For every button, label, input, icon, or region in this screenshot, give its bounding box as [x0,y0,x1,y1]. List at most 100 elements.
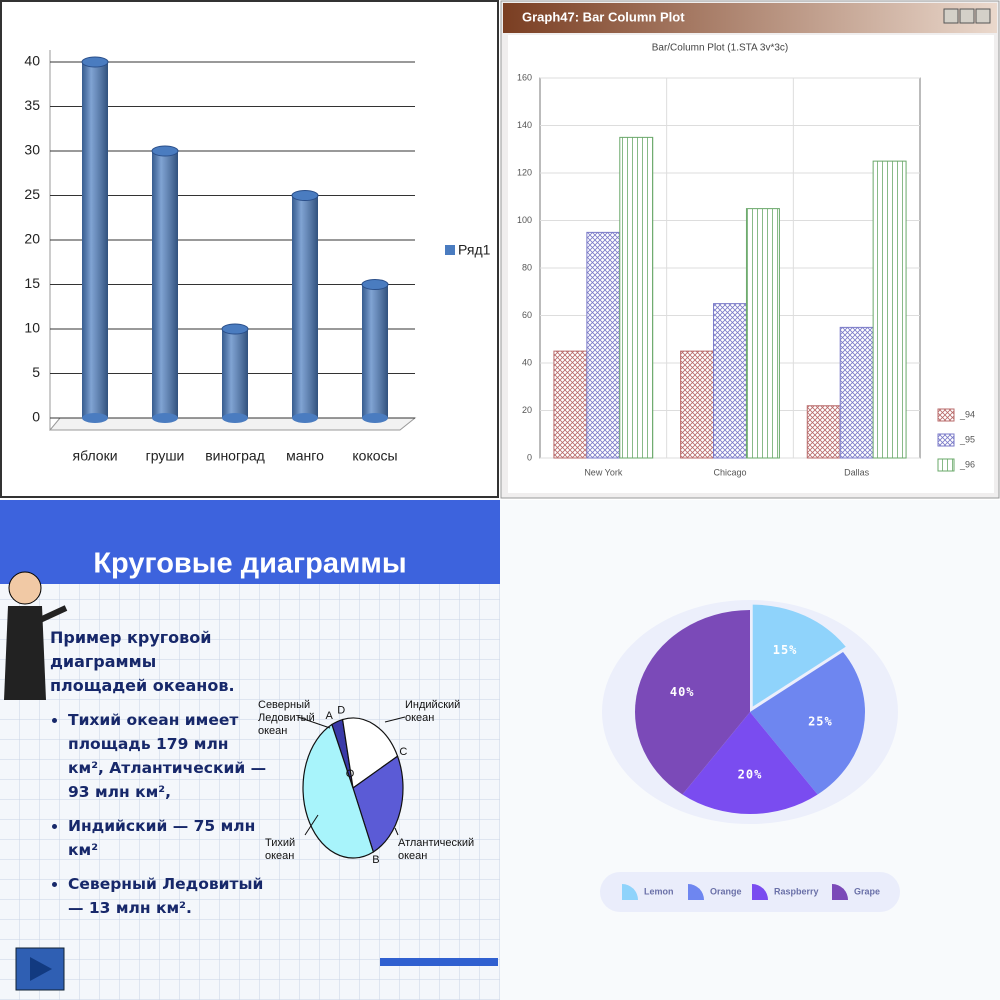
pie-slice [750,652,865,795]
slide-header [0,500,500,584]
x-tick-label: груши [146,448,185,464]
bar [553,350,588,459]
slide-title: Круговые диаграммы [93,548,406,580]
bullet: Северный Ледовитый — 13 млн км². [68,872,268,920]
label-line: океан [398,850,427,862]
bar-shade [222,329,248,418]
legend-label: _95 [959,434,975,444]
label-line: Ледовитый [258,712,315,724]
minimize[interactable] [943,8,959,24]
point-label: O [346,768,355,780]
pie-slice [341,717,399,790]
x-tick-label: кокосы [352,448,397,464]
legend-swatch [445,245,455,255]
y-tick-label: 100 [517,215,532,225]
pie-slice [302,723,375,859]
legend-box [600,872,900,912]
title-bar [503,3,997,33]
point-label: A [325,710,333,722]
bar-shade [362,284,388,418]
y-tick-label: 160 [517,72,532,82]
category-label: Индийский океан [405,699,460,724]
maximize[interactable] [959,8,975,24]
label-line: Индийский [405,699,460,711]
category-label: Атлантический океан [398,837,474,862]
data-label: 40% [670,685,695,699]
presenter [4,571,68,700]
bar-top [361,279,389,290]
pie-slice [352,755,404,853]
pencil [380,958,498,966]
legend-icon [752,884,768,900]
pie-slice [635,610,750,795]
legend-label: Lemon [644,886,674,896]
label-arrow [384,716,406,723]
bar-bottom [292,413,318,423]
slide-intro: Пример круговой диаграммы площадей океан… [50,628,235,695]
bullet: Тихий океан имеет площадь 179 млн км², А… [68,708,268,804]
bar-top [221,323,249,335]
label-line: океан [405,712,434,724]
y-tick-label: 5 [32,364,40,380]
data-label: 20% [738,768,763,782]
bar [745,208,780,459]
y-tick-label: 35 [24,97,40,113]
point-label: D [337,705,345,717]
point-label: B [372,854,379,866]
legend-icon [622,884,638,900]
label-line: Северный [258,699,310,711]
y-tick-label: 40 [24,53,40,69]
y-tick-label: 40 [522,357,532,367]
x-tick-label: манго [286,448,324,464]
label-line: океан [258,725,287,737]
nav-arrow [30,957,52,981]
bar [619,136,654,459]
legend-label: Raspberry [774,886,819,896]
legend-icon [832,884,848,900]
window-title: Graph47: Bar Column Plot [522,9,685,24]
x-tick-label: Chicago [713,467,746,477]
chart-title: Bar/Column Plot (1.STA 3v*3c) [652,43,789,54]
point-label: C [399,746,407,758]
bar [586,231,621,459]
y-tick-label: 0 [32,409,40,425]
legend-label: Ряд1 [458,242,491,258]
legend-swatch [937,433,955,447]
label-arrow [304,814,319,836]
pie-slice [682,712,818,814]
bar-top [81,56,109,68]
y-tick-label: 0 [527,452,532,462]
x-tick-label: Dallas [844,467,870,477]
bar-bottom [222,413,248,423]
pie-slice [752,604,846,707]
y-tick-label: 25 [24,186,40,202]
y-tick-label: 10 [24,320,40,336]
y-tick-label: 20 [522,405,532,415]
bar-shade [292,195,318,418]
bullet: Индийский — 75 млн км² [68,814,268,862]
data-label: 25% [808,714,833,728]
legend-icon [688,884,704,900]
x-tick-label: яблоки [72,448,117,464]
bar [872,160,907,459]
y-tick-label: 15 [24,275,40,291]
y-tick-label: 60 [522,310,532,320]
y-tick-label: 140 [517,120,532,130]
x-tick-label: New York [584,467,623,477]
label-line: Атлантический [398,837,474,849]
close[interactable] [975,8,991,24]
y-tick-label: 20 [24,231,40,247]
data-label: 15% [773,643,798,657]
y-tick-label: 120 [517,167,532,177]
category-label: Тихий океан [265,837,295,862]
y-tick-label: 30 [24,142,40,158]
bar-top [151,145,179,157]
category-label: Северный Ледовитый океан [258,699,315,737]
y-tick-label: 80 [522,262,532,272]
legend-label: _96 [959,459,975,469]
legend-label: Orange [710,886,742,896]
bar-bottom [152,413,178,423]
legend-swatch [937,408,955,422]
